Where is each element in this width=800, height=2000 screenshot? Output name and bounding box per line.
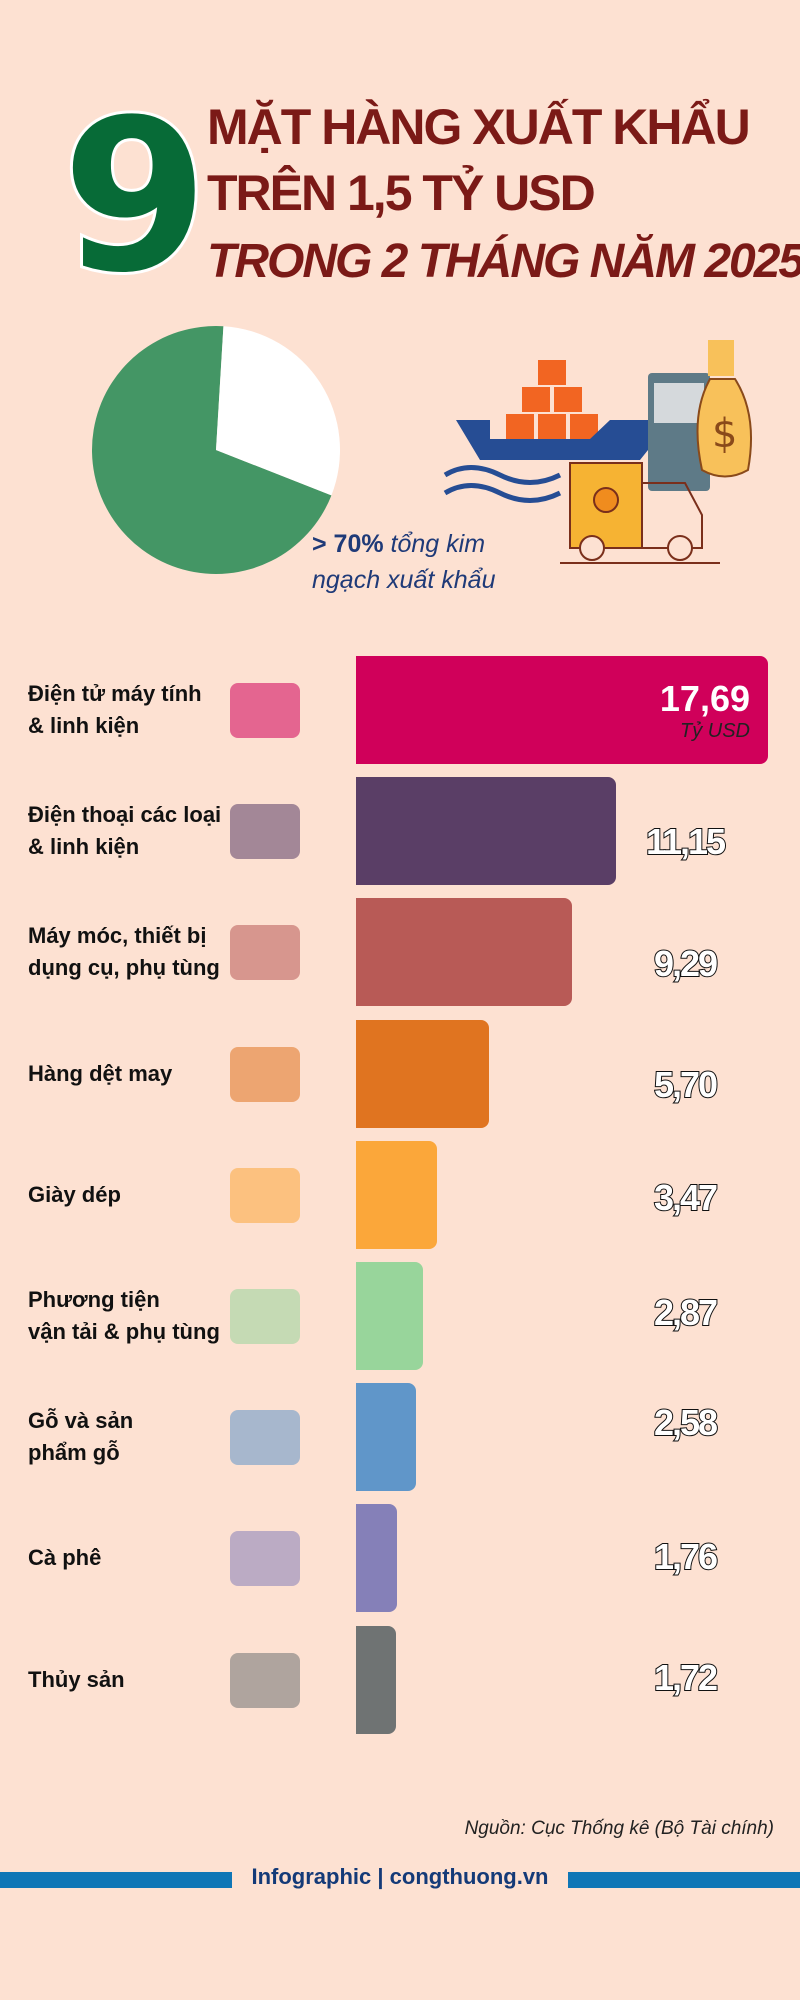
category-label: Hàng dệt may — [28, 1060, 173, 1086]
computer-circuit-icon — [205, 668, 320, 753]
bar-2 — [356, 777, 616, 886]
wooden-table-icon — [205, 1395, 320, 1480]
title-line-2: TRÊN 1,5 TỶ USD — [207, 165, 596, 221]
value-label: 3,47 — [653, 1176, 719, 1219]
source-note: Nguồn: Cục Thống kê (Bộ Tài chính) — [464, 1818, 774, 1839]
bar-5 — [356, 1140, 437, 1249]
value-label: 5,70 — [653, 1063, 719, 1106]
share-pie-chart — [91, 326, 340, 574]
clothes-icon — [205, 1032, 320, 1117]
coffee-beans-icon — [205, 1516, 320, 1601]
category-label: Điện thoại các loại & linh kiện — [28, 802, 222, 860]
value-label: 1,76 — [653, 1535, 719, 1578]
bar-6 — [356, 1262, 423, 1370]
bar-3 — [356, 898, 573, 1007]
waves-icon — [443, 465, 562, 503]
title-line-1: MẶT HÀNG XUẤT KHẨU — [207, 99, 751, 155]
delivery-truck-icon — [560, 462, 720, 564]
money-bag-icon: $ — [696, 340, 753, 478]
document-icon — [648, 373, 710, 491]
bar-1 — [356, 656, 768, 764]
value-label: 11,15 — [645, 820, 727, 863]
category-label: Phương tiện vận tải & phụ tùng — [28, 1287, 220, 1344]
bar-4 — [356, 1019, 489, 1128]
svg-text:$: $ — [712, 411, 737, 457]
bar-7 — [356, 1383, 417, 1492]
value-label: 1,72 — [653, 1656, 719, 1699]
pie-slice-1 — [216, 326, 340, 496]
headline-number: 9 — [59, 74, 211, 319]
value-label-group: 17,69 Tỷ USD — [600, 678, 750, 743]
gears-icon — [205, 910, 320, 995]
footer-credit: Infographic | congthuong.vn — [251, 1864, 549, 1889]
footer-line-left — [0, 1872, 232, 1888]
seafood-icon — [205, 1638, 320, 1723]
unit-label: Tỷ USD — [680, 720, 750, 742]
category-label: Cà phê — [28, 1545, 102, 1571]
truck-icon — [205, 1274, 320, 1359]
bar-9 — [356, 1625, 397, 1734]
category-label: Giày dép — [28, 1181, 121, 1207]
cargo-ship-icon — [456, 420, 672, 460]
footer-line-right — [568, 1872, 800, 1888]
title-line-3: TRONG 2 THÁNG NĂM 2025 — [207, 235, 800, 288]
shoes-icon — [205, 1153, 320, 1238]
trade-illustration: $ — [443, 340, 753, 564]
value-label: 2,87 — [653, 1291, 719, 1334]
smartphone-icon — [205, 789, 320, 874]
category-label: Gỗ và sản phẩm gỗ — [28, 1408, 134, 1466]
pie-note-percent: > 70% — [312, 530, 384, 558]
pie-note: > 70% tổng kim ngạch xuất khẩu — [312, 526, 495, 598]
category-label: Điện tử máy tính & linh kiện — [28, 681, 202, 738]
value-label: 17,69 — [659, 678, 750, 719]
containers-icon — [506, 360, 598, 439]
value-label: 2,58 — [653, 1401, 719, 1444]
pie-slice-0 — [91, 326, 332, 574]
category-label: Thủy sản — [28, 1666, 125, 1692]
category-label: Máy móc, thiết bị dụng cụ, phụ tùng — [28, 923, 220, 981]
value-label: 9,29 — [653, 942, 719, 985]
pie-note-text-2: ngạch xuất khẩu — [312, 566, 496, 594]
bar-8 — [356, 1504, 397, 1613]
pie-note-text-1: tổng kim — [383, 530, 486, 558]
